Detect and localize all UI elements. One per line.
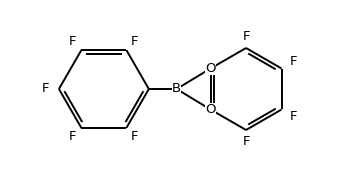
Text: F: F	[242, 135, 250, 148]
Text: F: F	[290, 55, 297, 68]
Text: F: F	[242, 30, 250, 43]
Text: F: F	[131, 35, 139, 48]
Text: O: O	[205, 62, 216, 75]
Text: F: F	[131, 130, 139, 143]
Text: F: F	[42, 82, 49, 96]
Text: F: F	[290, 110, 297, 123]
Text: F: F	[69, 130, 76, 143]
Text: B: B	[172, 82, 181, 96]
Text: F: F	[69, 35, 76, 48]
Text: O: O	[205, 103, 216, 116]
